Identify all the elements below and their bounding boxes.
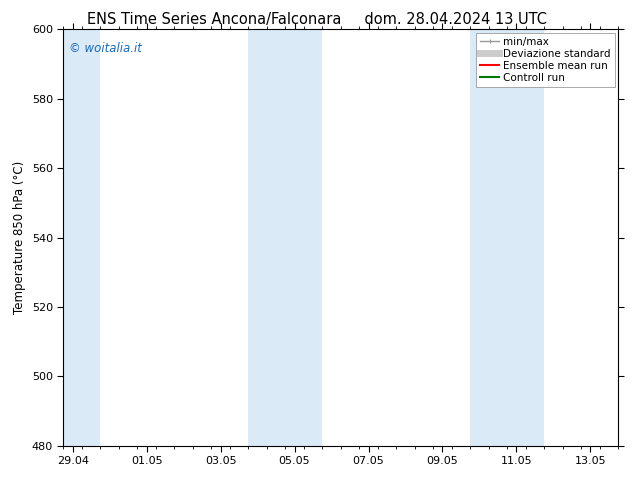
Legend: min/max, Deviazione standard, Ensemble mean run, Controll run: min/max, Deviazione standard, Ensemble m… bbox=[476, 32, 615, 87]
Bar bbox=[63, 29, 100, 446]
Text: © woitalia.it: © woitalia.it bbox=[69, 42, 142, 55]
Text: ENS Time Series Ancona/Falconara     dom. 28.04.2024 13 UTC: ENS Time Series Ancona/Falconara dom. 28… bbox=[87, 12, 547, 27]
Bar bbox=[249, 29, 322, 446]
Y-axis label: Temperature 850 hPa (°C): Temperature 850 hPa (°C) bbox=[13, 161, 26, 314]
Bar bbox=[470, 29, 544, 446]
